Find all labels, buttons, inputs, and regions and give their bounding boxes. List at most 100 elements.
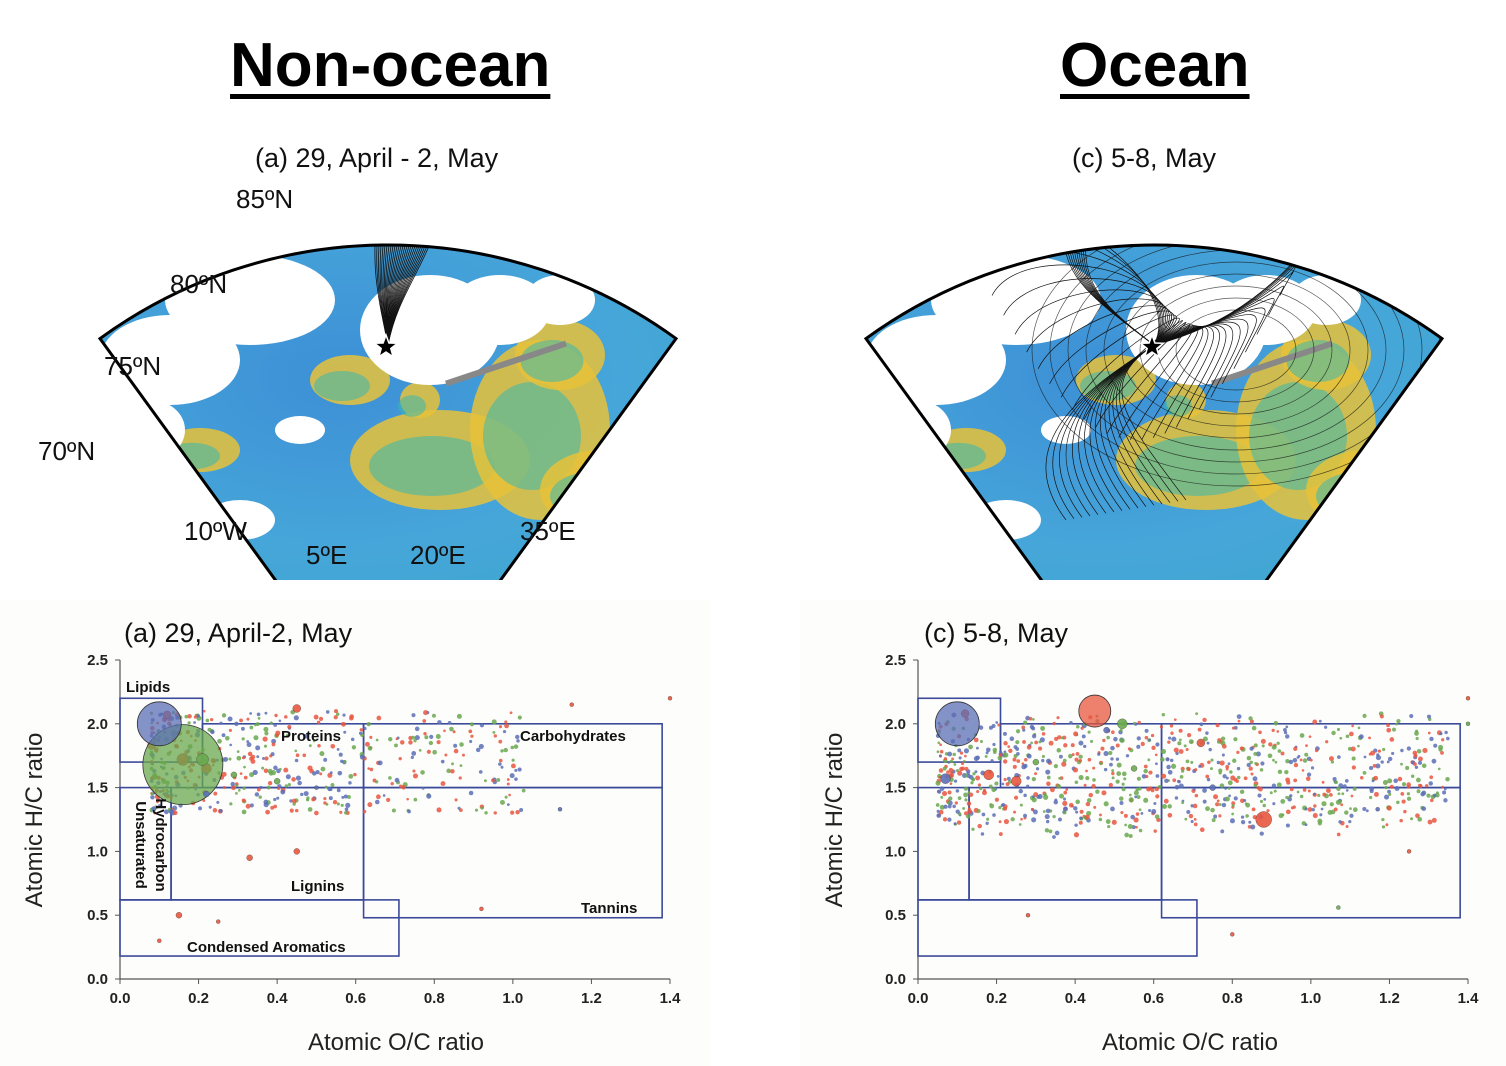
data-point-green — [1231, 812, 1235, 816]
data-point-blue — [1358, 734, 1364, 740]
data-point-blue — [1431, 758, 1437, 764]
data-point-red — [1400, 792, 1405, 796]
back-trajectory-line — [1121, 344, 1187, 501]
data-point-green — [984, 754, 988, 758]
data-point-green — [1248, 716, 1253, 721]
data-point-red — [1322, 792, 1327, 797]
data-point-red — [293, 848, 300, 855]
data-point-blue — [1078, 740, 1084, 746]
data-point-blue — [1103, 727, 1110, 734]
data-point-green — [1285, 758, 1290, 764]
data-point-red — [1237, 719, 1241, 723]
data-point-red — [983, 769, 994, 780]
data-point-green — [1299, 794, 1304, 799]
data-point-red — [239, 772, 243, 775]
data-point-green — [1415, 736, 1419, 741]
data-point-green — [1060, 736, 1064, 740]
data-point-red — [1093, 805, 1097, 809]
data-point-red — [1173, 747, 1179, 753]
data-point-blue — [1338, 783, 1344, 788]
data-point-green — [1304, 752, 1309, 757]
data-point-blue — [343, 730, 347, 734]
lat-label-80n: 80ºN — [170, 269, 227, 299]
data-point-green — [1273, 721, 1279, 726]
data-point-red — [212, 808, 218, 813]
data-point-red — [1406, 849, 1412, 854]
data-point-blue — [411, 751, 417, 756]
data-point-red — [398, 756, 402, 761]
data-point-green — [1136, 795, 1141, 800]
trajectory-arc — [1139, 285, 1333, 415]
data-point-red — [398, 784, 403, 789]
data-point-green — [952, 752, 956, 757]
data-point-green — [270, 770, 277, 776]
x-tick-label: 0.6 — [345, 990, 366, 1007]
data-point-blue — [1177, 780, 1181, 784]
data-point-blue — [1233, 725, 1238, 730]
data-point-red — [1422, 747, 1428, 754]
y-tick-label: 2.0 — [885, 716, 906, 733]
data-point-green — [308, 744, 312, 748]
data-point-red — [504, 723, 509, 729]
data-point-blue — [1083, 744, 1087, 749]
data-point-green — [483, 779, 487, 783]
data-point-blue — [515, 734, 520, 740]
data-point-red — [956, 820, 962, 825]
data-point-red — [1046, 781, 1051, 786]
data-point-green — [1205, 806, 1210, 812]
data-point-blue — [1344, 779, 1349, 783]
data-point-green — [435, 733, 441, 739]
data-point-green — [1089, 739, 1094, 743]
data-point-blue — [1429, 736, 1434, 742]
data-point-red — [1231, 801, 1236, 806]
data-point-green — [1229, 770, 1233, 774]
data-point-red — [1111, 730, 1115, 735]
data-point-green — [1128, 793, 1132, 797]
data-point-red — [982, 788, 987, 793]
data-point-blue — [453, 743, 458, 748]
data-point-red — [458, 776, 462, 780]
data-point-green — [1124, 832, 1129, 838]
data-point-blue — [303, 791, 309, 797]
data-point-red — [1305, 744, 1308, 748]
data-point-red — [498, 758, 503, 763]
data-point-green — [1251, 725, 1257, 731]
data-point-blue — [337, 770, 343, 776]
data-point-red — [1276, 730, 1280, 733]
data-point-green — [1160, 748, 1167, 755]
data-point-green — [266, 785, 271, 790]
data-point-red — [1050, 787, 1055, 793]
data-point-blue — [1236, 766, 1241, 771]
data-point-green — [1217, 740, 1221, 744]
data-point-green — [413, 739, 417, 743]
data-point-red — [1413, 762, 1417, 766]
data-point-blue — [1151, 809, 1157, 815]
data-point-green — [491, 719, 497, 725]
data-point-green — [511, 758, 515, 762]
data-point-blue — [1141, 774, 1147, 779]
data-point-green — [249, 725, 254, 730]
y-tick-label: 0.0 — [87, 971, 108, 988]
data-point-red — [440, 781, 446, 787]
data-point-red — [968, 792, 974, 797]
data-point-red — [1013, 795, 1019, 800]
data-point-green — [1031, 797, 1037, 803]
data-point-green — [1331, 730, 1336, 736]
data-point-green — [374, 780, 379, 784]
data-point-red — [1213, 794, 1219, 800]
no-data-area — [525, 275, 595, 325]
data-point-green — [1179, 775, 1184, 779]
data-point-green — [963, 786, 968, 791]
data-point-blue — [947, 751, 953, 757]
data-point-green — [1421, 763, 1427, 769]
data-point-green — [1111, 776, 1115, 780]
data-point-red — [510, 810, 515, 815]
data-point-blue — [943, 804, 948, 809]
data-point-green — [1095, 789, 1100, 794]
data-point-red — [1202, 717, 1207, 723]
data-point-green — [241, 809, 247, 815]
data-point-red — [1061, 761, 1067, 767]
data-point-red — [1218, 814, 1222, 818]
data-point-blue — [1233, 796, 1238, 801]
data-point-red — [1427, 819, 1433, 825]
